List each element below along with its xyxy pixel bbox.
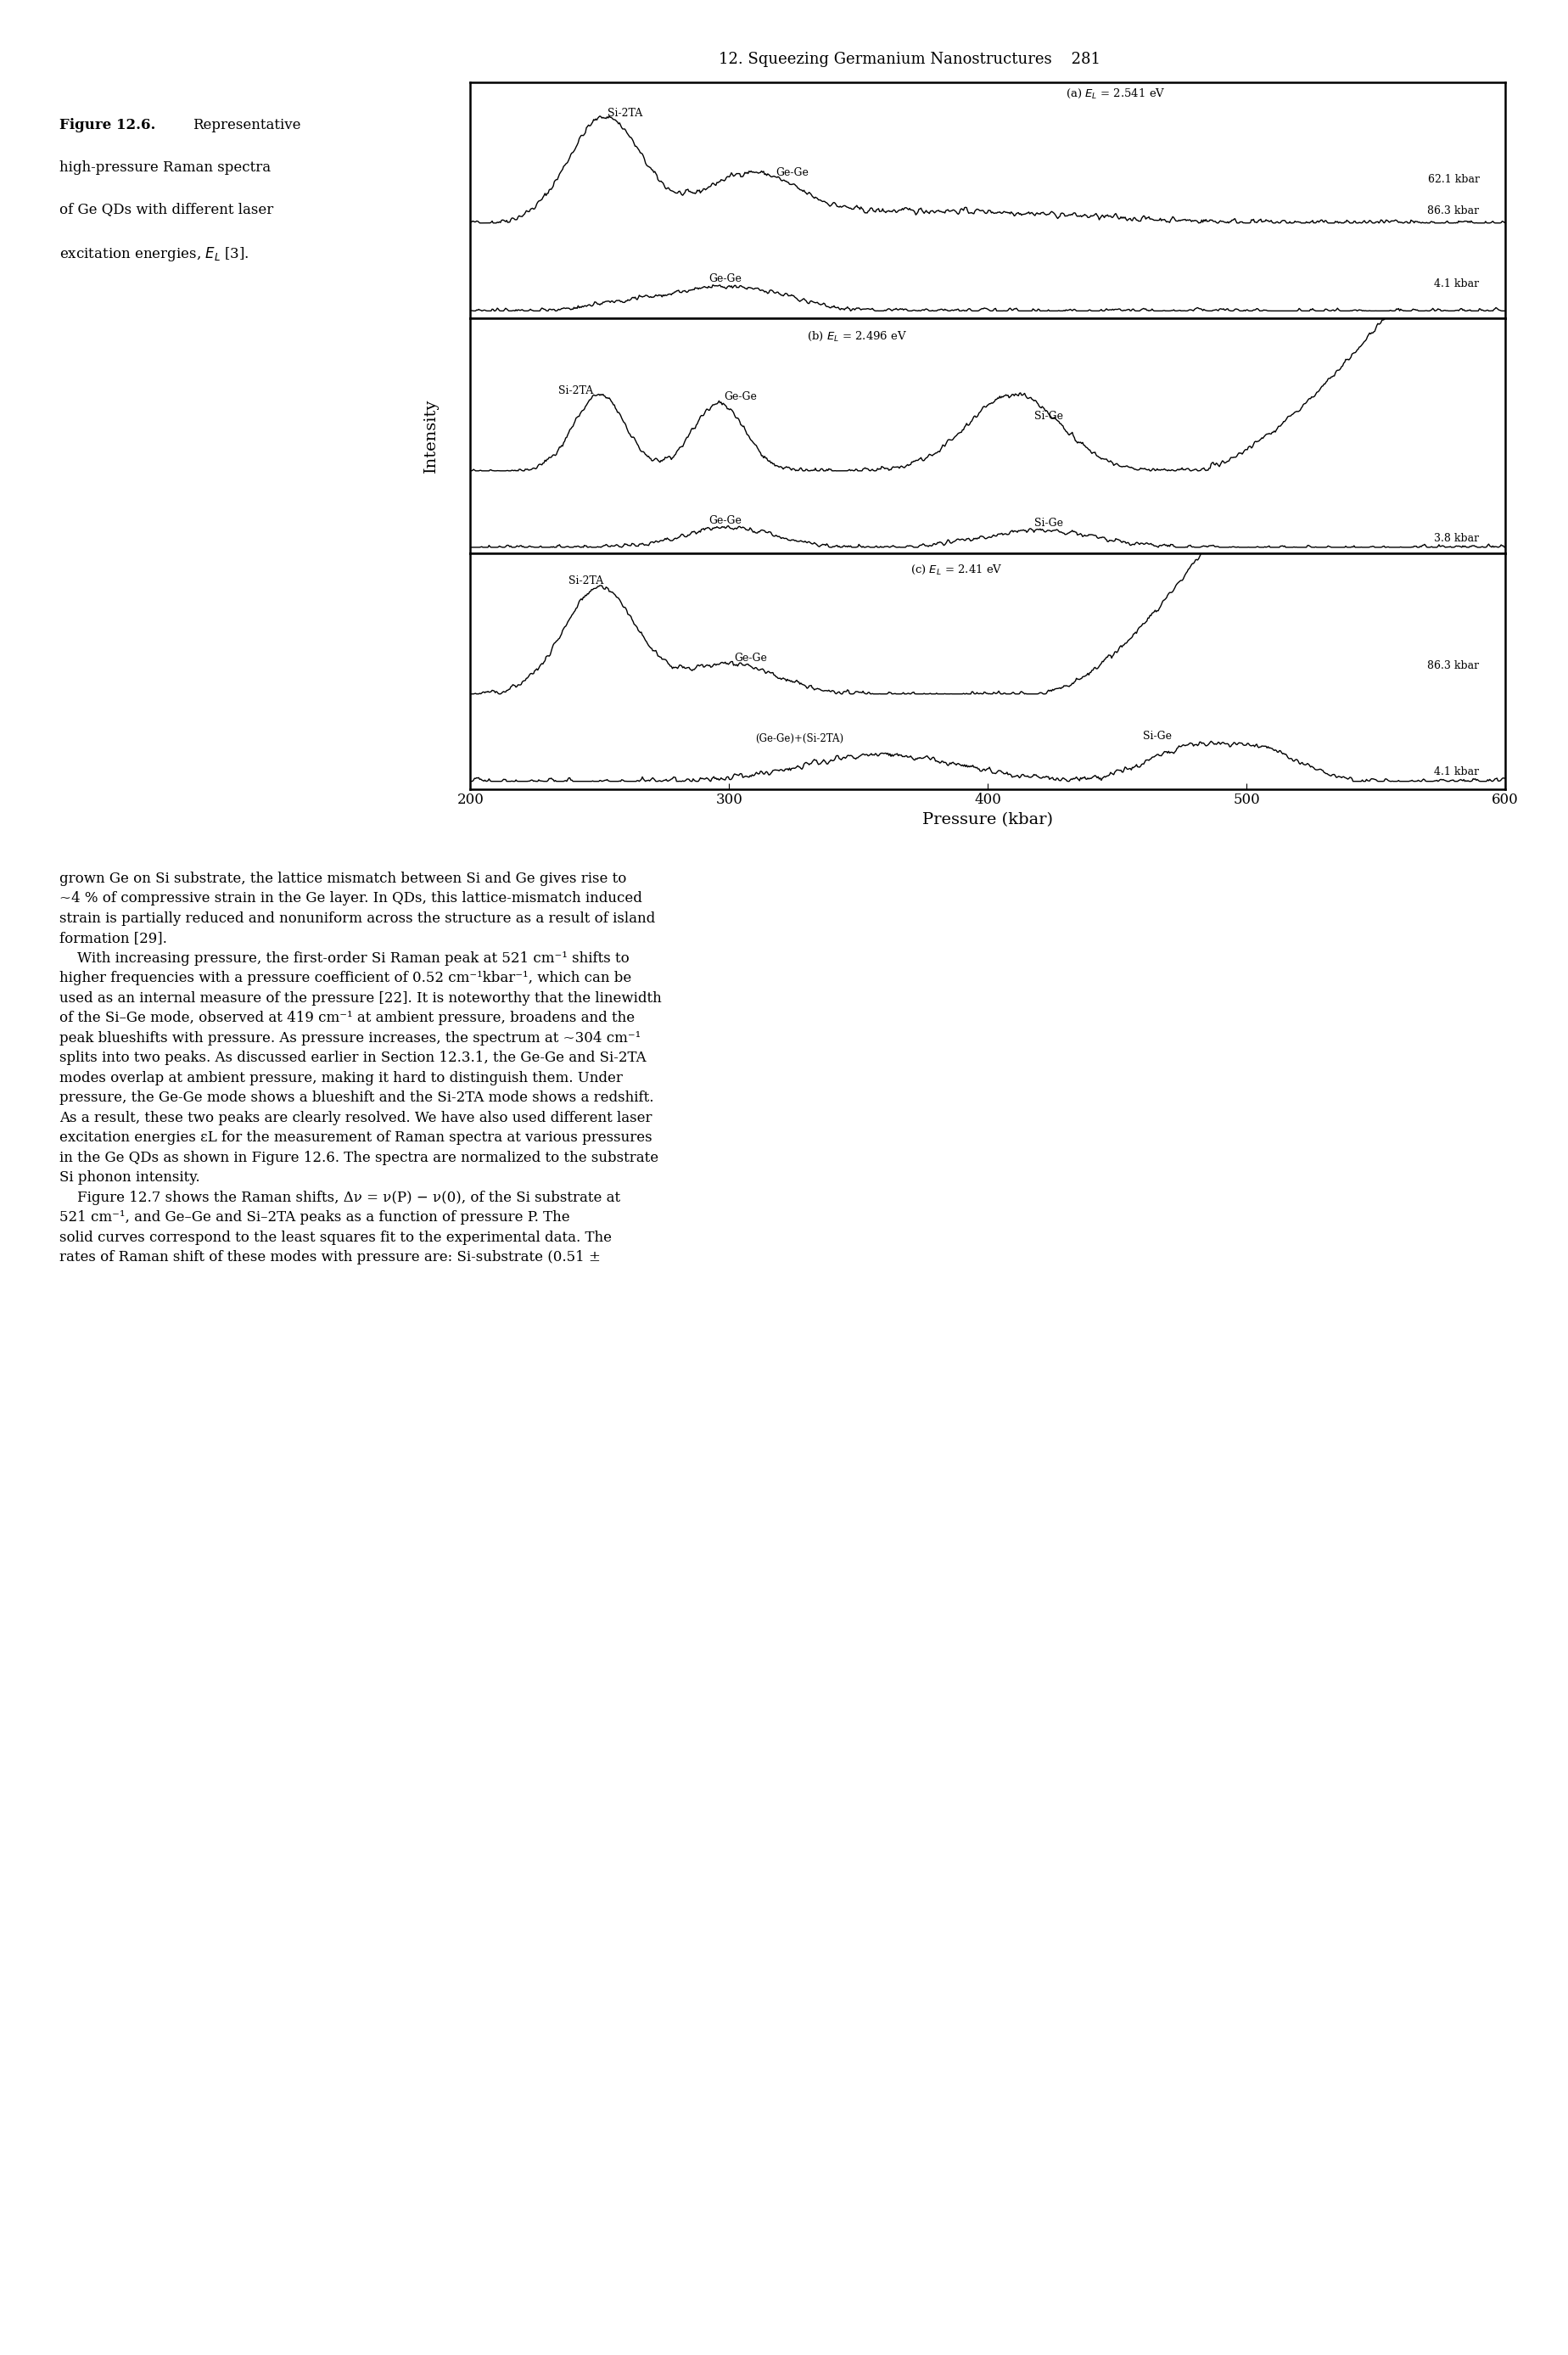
Text: Si-Ge: Si-Ge — [1143, 730, 1171, 742]
Text: grown Ge on Si substrate, the lattice mismatch between Si and Ge gives rise to
~: grown Ge on Si substrate, the lattice mi… — [60, 871, 662, 1265]
Text: 62.1 kbar: 62.1 kbar — [1427, 174, 1479, 186]
Text: (a) $E_L$ = 2.541 eV: (a) $E_L$ = 2.541 eV — [1066, 87, 1165, 99]
Text: Figure 12.6.: Figure 12.6. — [60, 118, 155, 132]
Text: Ge-Ge: Ge-Ge — [709, 516, 742, 525]
Text: Si-2TA: Si-2TA — [569, 575, 604, 586]
Text: 4.1 kbar: 4.1 kbar — [1435, 278, 1479, 290]
Text: Ge-Ge: Ge-Ge — [709, 273, 742, 285]
Text: Intensity: Intensity — [423, 398, 439, 473]
Text: Si-2TA: Si-2TA — [558, 386, 593, 396]
Text: 86.3 kbar: 86.3 kbar — [1427, 659, 1479, 671]
Text: Ge-Ge: Ge-Ge — [776, 167, 809, 179]
Text: (Ge-Ge)+(Si-2TA): (Ge-Ge)+(Si-2TA) — [754, 732, 844, 744]
X-axis label: Pressure (kbar): Pressure (kbar) — [922, 812, 1054, 827]
Text: Ge-Ge: Ge-Ge — [734, 652, 767, 664]
Text: excitation energies, $E_L$ [3].: excitation energies, $E_L$ [3]. — [60, 245, 249, 264]
Text: Si-Ge: Si-Ge — [1035, 410, 1063, 422]
Text: Si-2TA: Si-2TA — [607, 108, 643, 118]
Text: 86.3 kbar: 86.3 kbar — [1427, 205, 1479, 217]
Text: Si-Ge: Si-Ge — [1035, 518, 1063, 528]
Text: (b) $E_L$ = 2.496 eV: (b) $E_L$ = 2.496 eV — [806, 330, 906, 344]
Text: (c) $E_L$ = 2.41 eV: (c) $E_L$ = 2.41 eV — [909, 563, 1002, 577]
Text: 3.8 kbar: 3.8 kbar — [1435, 532, 1479, 544]
Text: 12. Squeezing Germanium Nanostructures    281: 12. Squeezing Germanium Nanostructures 2… — [718, 52, 1101, 66]
Text: Representative: Representative — [193, 118, 301, 132]
Text: of Ge QDs with different laser: of Ge QDs with different laser — [60, 203, 273, 217]
Text: high-pressure Raman spectra: high-pressure Raman spectra — [60, 160, 271, 174]
Text: 4.1 kbar: 4.1 kbar — [1435, 765, 1479, 777]
Text: Ge-Ge: Ge-Ge — [724, 391, 757, 403]
